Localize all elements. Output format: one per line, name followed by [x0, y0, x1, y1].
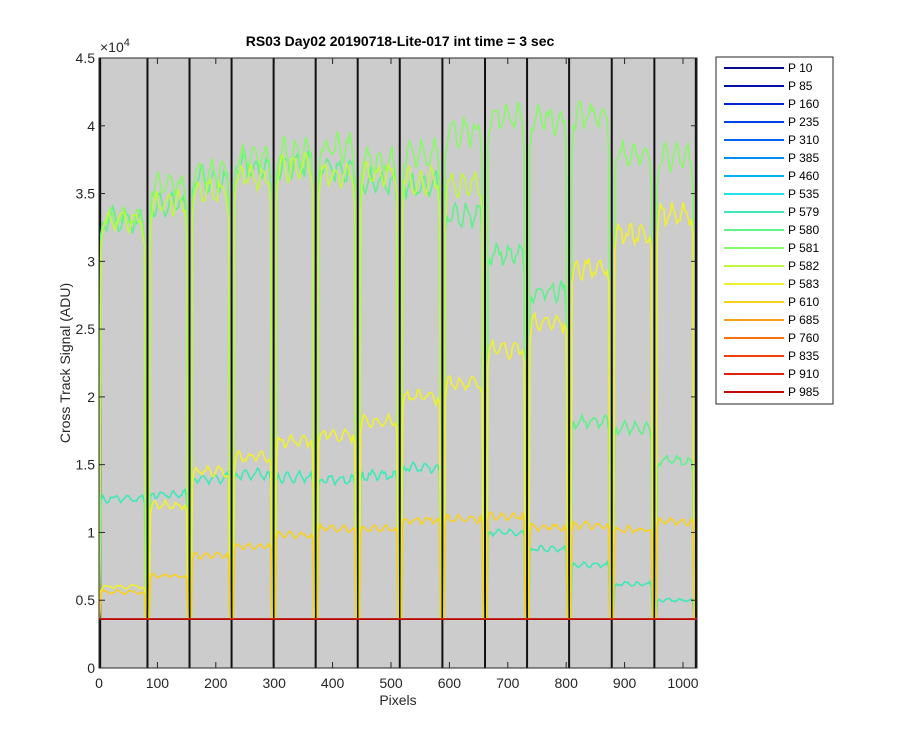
y-tick-label-2: 1 — [87, 524, 95, 540]
legend-label-7: P 535 — [788, 187, 819, 201]
legend-label-18: P 985 — [788, 385, 819, 399]
legend-label-1: P 85 — [788, 79, 813, 93]
legend-label-10: P 581 — [788, 241, 819, 255]
x-tick-label-7: 700 — [496, 675, 520, 691]
y-tick-label-3: 1.5 — [76, 457, 96, 473]
y-tick-label-9: 4.5 — [76, 50, 96, 66]
legend-label-2: P 160 — [788, 97, 819, 111]
x-axis: 0 100 200 300 400 500 600 700 800 900 1000 — [95, 58, 699, 691]
legend-label-11: P 582 — [788, 259, 819, 273]
legend-label-9: P 580 — [788, 223, 819, 237]
y-axis-label: Cross Track Signal (ADU) — [57, 283, 73, 443]
x-tick-label-0: 0 — [95, 675, 103, 691]
chart-title: RS03 Day02 20190718-Lite-017 int time = … — [246, 33, 555, 49]
x-tick-label-3: 300 — [263, 675, 287, 691]
x-tick-label-8: 800 — [555, 675, 579, 691]
legend-label-8: P 579 — [788, 205, 819, 219]
y-tick-label-5: 2.5 — [76, 321, 96, 337]
x-tick-label-2: 200 — [204, 675, 228, 691]
y-tick-label-1: 0.5 — [76, 592, 96, 608]
separator-lines — [99, 58, 697, 668]
x-tick-label-6: 600 — [438, 675, 462, 691]
legend-label-4: P 310 — [788, 133, 819, 147]
x-tick-label-4: 400 — [321, 675, 345, 691]
y-tick-label-8: 4 — [87, 118, 95, 134]
x-tick-label-10: 1000 — [667, 675, 698, 691]
legend-label-3: P 235 — [788, 115, 819, 129]
plot-frame — [98, 57, 698, 669]
x-axis-label: Pixels — [379, 692, 416, 708]
x-tick-label-9: 900 — [613, 675, 637, 691]
legend-label-12: P 583 — [788, 277, 819, 291]
y-tick-label-0: 0 — [87, 660, 95, 676]
legend-label-15: P 760 — [788, 331, 819, 345]
y-tick-label-6: 3 — [87, 253, 95, 269]
y-tick-label-4: 2 — [87, 389, 95, 405]
legend-label-13: P 610 — [788, 295, 819, 309]
legend: P 10 P 85 P 160 P 235 P 310 P 385 P 460 P 535 P … — [715, 56, 834, 405]
legend-label-5: P 385 — [788, 151, 819, 165]
legend-label-17: P 910 — [788, 367, 819, 381]
y-tick-label-7: 3.5 — [76, 186, 96, 202]
series-line-p-579 — [98, 460, 697, 620]
y-axis: 0 0.5 1 1.5 2 2.5 3 3.5 4 4.5 — [76, 50, 697, 676]
legend-label-6: P 460 — [788, 169, 819, 183]
series-lines — [98, 100, 697, 620]
y-exponent-label: ×104 — [100, 37, 130, 55]
legend-label-16: P 835 — [788, 349, 819, 363]
legend-label-0: P 10 — [788, 61, 813, 75]
x-tick-label-5: 500 — [379, 675, 403, 691]
legend-label-14: P 685 — [788, 313, 819, 327]
x-tick-label-1: 100 — [146, 675, 170, 691]
